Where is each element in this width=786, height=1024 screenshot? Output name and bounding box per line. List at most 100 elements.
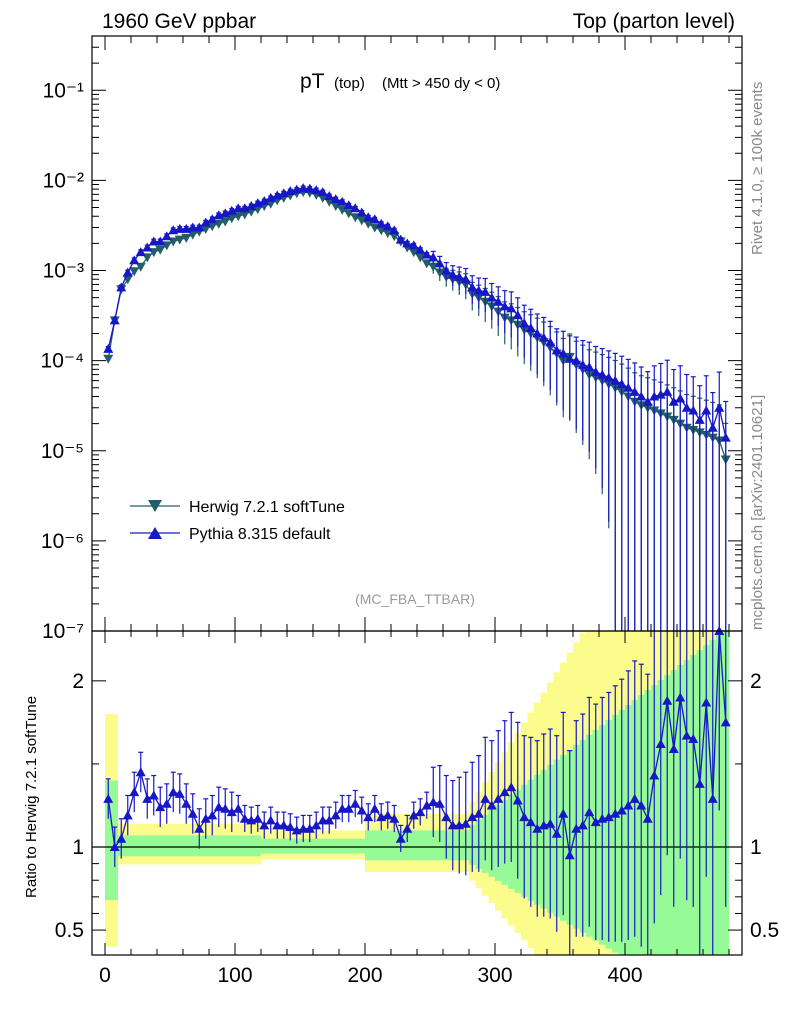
ratio-series-layer bbox=[103, 626, 731, 955]
pythia-point bbox=[493, 296, 504, 306]
ratio-point bbox=[239, 813, 250, 823]
pythia-point bbox=[564, 353, 575, 363]
ratio-point bbox=[558, 808, 569, 818]
pythia-point bbox=[311, 185, 322, 195]
plot-title-main: pT bbox=[300, 70, 325, 93]
pythia-point bbox=[512, 310, 523, 320]
pythia-point bbox=[603, 372, 614, 382]
pythia-point bbox=[597, 369, 608, 379]
pythia-point bbox=[304, 183, 315, 193]
pythia-point bbox=[187, 222, 198, 232]
ratio-point bbox=[590, 817, 601, 827]
ratio-point bbox=[642, 813, 653, 823]
herwig-point bbox=[428, 262, 439, 272]
pythia-point bbox=[415, 244, 426, 254]
ratio-point bbox=[122, 810, 133, 820]
pythia-point bbox=[441, 265, 452, 275]
ratio-band-green bbox=[391, 830, 398, 861]
herwig-point bbox=[174, 235, 185, 245]
ratio-band-green bbox=[326, 838, 333, 854]
ratio-point bbox=[278, 820, 289, 830]
ratio-band-green bbox=[313, 838, 320, 854]
herwig-point bbox=[200, 224, 211, 234]
ratio-point bbox=[525, 817, 536, 827]
ratio-point bbox=[161, 798, 172, 808]
pythia-point bbox=[369, 214, 380, 224]
pythia-point bbox=[194, 222, 205, 232]
ratio-point bbox=[324, 815, 335, 825]
pythia-point bbox=[246, 200, 257, 210]
ratio-ticks: 0 100 200 300 400 0.5 0.5 1 1 2 2 bbox=[55, 631, 779, 987]
pythia-point bbox=[499, 301, 510, 311]
ratio-point bbox=[629, 793, 640, 803]
ratio-point bbox=[551, 828, 562, 838]
ratio-point bbox=[512, 795, 523, 805]
ratio-band-green bbox=[371, 830, 378, 861]
ratio-band-green bbox=[339, 838, 346, 854]
ratio-point bbox=[519, 812, 530, 822]
ratio-band-green bbox=[157, 835, 164, 857]
ratio-band-green bbox=[137, 835, 144, 857]
pythia-point bbox=[642, 396, 653, 406]
ratio-point bbox=[707, 793, 718, 803]
herwig-point bbox=[434, 268, 445, 278]
ratio-point bbox=[356, 805, 367, 815]
analysis-label: (MC_FBA_TTBAR) bbox=[355, 591, 475, 607]
pythia-point bbox=[551, 345, 562, 355]
pythia-point bbox=[538, 332, 549, 342]
ratio-band-green bbox=[417, 830, 424, 861]
herwig-point bbox=[220, 217, 231, 227]
ratio-band-green bbox=[124, 835, 131, 857]
pythia-point bbox=[707, 422, 718, 432]
header-left: 1960 GeV ppbar bbox=[102, 10, 256, 33]
pythia-point bbox=[122, 267, 133, 277]
pythia-point bbox=[103, 343, 114, 353]
pythia-point bbox=[571, 355, 582, 365]
ratio-band-green bbox=[254, 835, 261, 857]
pythia-point bbox=[265, 192, 276, 202]
plot-title-sub: (top) bbox=[334, 75, 365, 92]
ratio-band-green bbox=[261, 838, 268, 854]
ratio-point bbox=[200, 813, 211, 823]
herwig-point bbox=[265, 199, 276, 209]
pythia-point bbox=[467, 282, 478, 292]
y-tick-label: 10⁻⁷ bbox=[42, 620, 84, 643]
pythia-point bbox=[655, 389, 666, 399]
ratio-point bbox=[285, 822, 296, 832]
ratio-band-green bbox=[170, 835, 177, 857]
pythia-point bbox=[395, 234, 406, 244]
ratio-point bbox=[681, 730, 692, 740]
ratio-point bbox=[603, 812, 614, 822]
ratio-point bbox=[675, 692, 686, 702]
herwig-point bbox=[369, 223, 380, 233]
herwig-point bbox=[187, 230, 198, 240]
ratio-band-green bbox=[176, 835, 183, 857]
pythia-point bbox=[337, 196, 348, 206]
ratio-point bbox=[506, 782, 517, 792]
pythia-point bbox=[129, 255, 140, 265]
ratio-point bbox=[467, 812, 478, 822]
ratio-band-green bbox=[241, 835, 248, 857]
ratio-point bbox=[610, 808, 621, 818]
ratio-band-green bbox=[332, 838, 339, 854]
ratio-point bbox=[616, 805, 627, 815]
ratio-point bbox=[389, 813, 400, 823]
pythia-point bbox=[324, 191, 335, 201]
pythia-point bbox=[584, 361, 595, 371]
ratio-point bbox=[668, 743, 679, 753]
ratio-point bbox=[486, 800, 497, 810]
x-tick-label: 200 bbox=[347, 964, 382, 987]
ratio-band-green bbox=[358, 838, 365, 854]
rivet-label: Rivet 4.1.0, ≥ 100k events bbox=[749, 82, 766, 255]
y-tick-label: 10⁻⁶ bbox=[41, 530, 84, 553]
ratio-tick-label: 0.5 bbox=[55, 919, 84, 942]
x-tick-label: 100 bbox=[217, 964, 252, 987]
herwig-point bbox=[408, 248, 419, 258]
legend: Herwig 7.2.1 softTune Pythia 8.315 defau… bbox=[130, 499, 345, 543]
pythia-point bbox=[226, 205, 237, 215]
ratio-tick-label: 2 bbox=[72, 670, 84, 693]
pythia-point bbox=[681, 402, 692, 412]
ratio-tick-label-right: 2 bbox=[750, 670, 762, 693]
pythia-point bbox=[174, 223, 185, 233]
ratio-point bbox=[655, 738, 666, 748]
